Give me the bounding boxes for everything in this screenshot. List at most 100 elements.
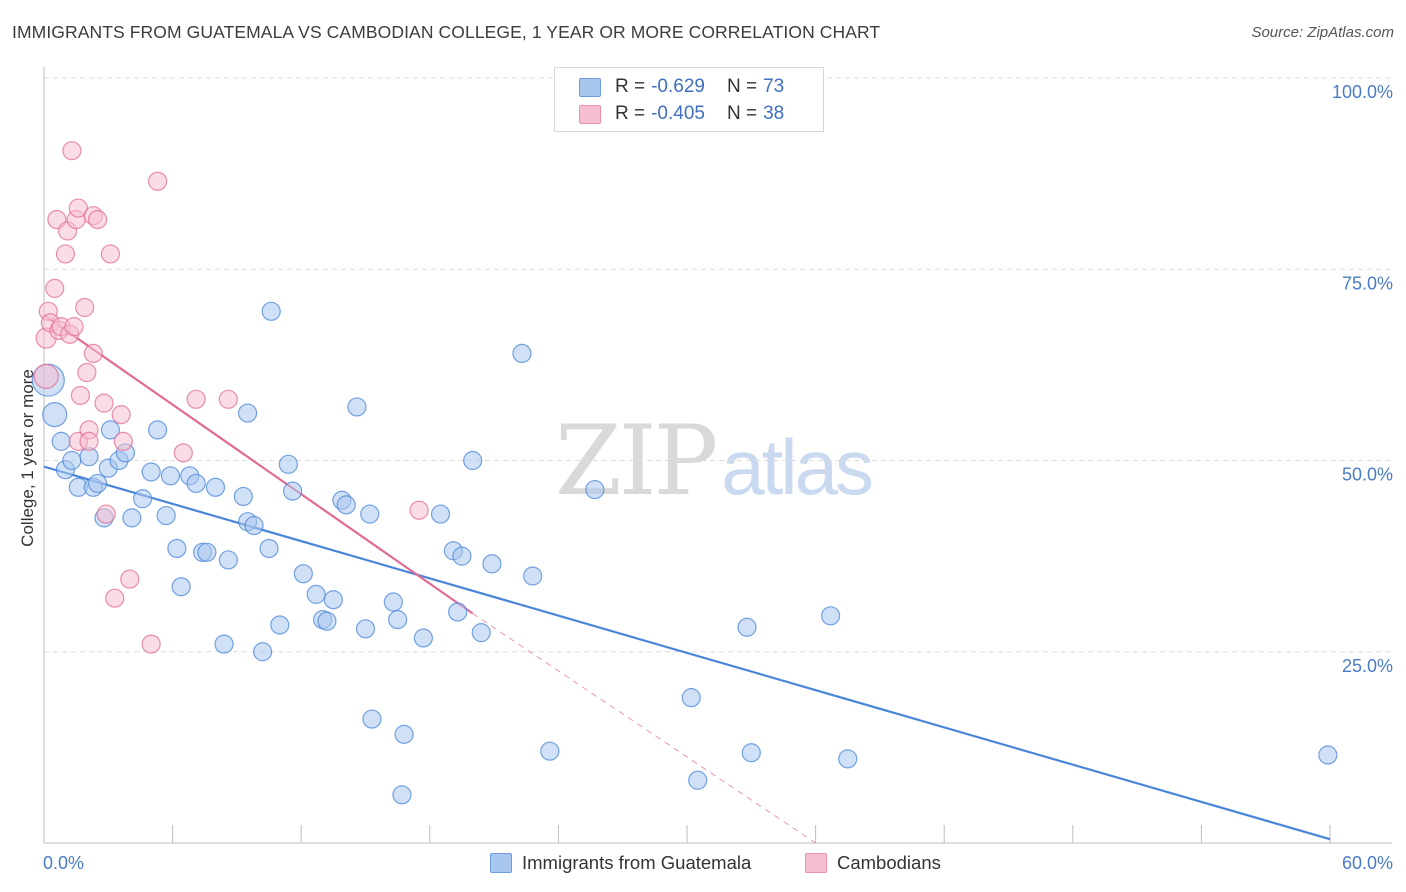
data-point <box>585 479 605 500</box>
data-point <box>171 577 191 597</box>
data-point <box>688 770 708 790</box>
data-point <box>278 454 298 474</box>
data-point <box>218 550 238 570</box>
data-point <box>55 244 76 264</box>
data-point <box>737 617 757 637</box>
legend-row-cambodians: R = -0.405 N = 38 <box>579 102 806 126</box>
data-point <box>523 566 543 586</box>
x-tick-label: 0.0% <box>43 853 84 873</box>
data-point <box>512 343 532 363</box>
data-point <box>388 610 408 630</box>
data-point <box>214 634 234 654</box>
data-point <box>160 466 181 486</box>
data-point <box>430 504 451 524</box>
legend-n-value: 73 <box>763 76 785 97</box>
data-point <box>540 741 560 761</box>
data-points <box>31 141 1338 805</box>
tick-labels: 25.0% 50.0% 75.0% 100.0% 0.0% 60.0% <box>43 82 1393 873</box>
data-point <box>64 317 84 337</box>
data-point <box>100 244 121 264</box>
data-point <box>409 500 429 520</box>
data-point <box>347 397 367 417</box>
trend-line-guatemala <box>43 465 1331 841</box>
watermark: ZIPatlas <box>555 405 874 517</box>
legend-r-label: R = <box>615 103 646 124</box>
legend-swatch-cambodians <box>805 853 827 873</box>
data-point <box>186 473 206 494</box>
legend-n-label: N = <box>726 103 758 124</box>
data-point <box>33 363 59 389</box>
watermark-atlas: atlas <box>721 423 874 511</box>
data-point <box>1318 745 1338 765</box>
data-point <box>360 504 380 524</box>
data-point <box>205 477 226 497</box>
data-point <box>111 405 131 425</box>
legend-n-label: N = <box>726 76 758 97</box>
data-point <box>238 403 258 423</box>
data-point <box>156 505 176 526</box>
correlation-legend: R = -0.629 N = 73 R = -0.405 N = 38 <box>554 67 824 132</box>
legend-r-label: R = <box>615 76 646 97</box>
data-point <box>147 420 168 440</box>
data-point <box>452 546 472 566</box>
data-point <box>233 486 253 507</box>
data-point <box>120 569 140 589</box>
data-point <box>413 628 433 648</box>
data-point <box>741 743 761 763</box>
data-point <box>94 393 114 413</box>
legend-swatch-guatemala <box>579 77 601 97</box>
data-point <box>113 431 133 451</box>
data-point <box>79 431 99 451</box>
legend-row-guatemala: R = -0.629 N = 73 <box>579 75 806 99</box>
data-point <box>317 611 337 631</box>
data-point <box>253 642 273 662</box>
legend-label-guatemala: Immigrants from Guatemala <box>522 852 752 873</box>
data-point <box>70 385 91 406</box>
legend-swatch-guatemala <box>490 853 512 873</box>
y-tick-label: 50.0% <box>1342 465 1393 485</box>
data-point <box>821 606 841 626</box>
data-point <box>186 389 206 409</box>
data-point <box>197 542 217 562</box>
data-point <box>261 301 281 321</box>
chart-title: IMMIGRANTS FROM GUATEMALA VS CAMBODIAN C… <box>12 22 881 42</box>
data-point <box>42 402 68 428</box>
data-point <box>482 554 502 574</box>
y-tick-label: 75.0% <box>1342 273 1393 293</box>
series-guatemala <box>31 301 1338 805</box>
legend-r-value: -0.629 <box>651 76 705 97</box>
data-point <box>173 443 193 463</box>
data-point <box>75 297 95 318</box>
legend-r-value: -0.405 <box>651 103 705 124</box>
data-point <box>132 489 153 509</box>
source-label: Source: ZipAtlas.com <box>1251 24 1394 41</box>
data-point <box>270 615 290 635</box>
data-point <box>100 420 121 440</box>
data-point <box>448 602 468 622</box>
axes <box>43 67 1392 844</box>
data-point <box>323 590 343 610</box>
data-point <box>122 508 142 528</box>
data-point <box>51 431 71 451</box>
y-tick-label: 25.0% <box>1342 656 1393 676</box>
legend-item-cambodians[interactable]: Cambodians <box>805 852 941 874</box>
series-cambodians <box>33 141 429 654</box>
data-point <box>306 584 326 604</box>
data-point <box>141 462 161 482</box>
trend-line-cambodians-extension <box>472 613 816 844</box>
data-point <box>87 209 108 230</box>
data-point <box>681 688 701 708</box>
legend-item-guatemala[interactable]: Immigrants from Guatemala <box>490 852 751 874</box>
watermark-zip: ZIP <box>555 405 718 517</box>
legend-n-value: 38 <box>763 103 785 124</box>
data-point <box>167 538 187 559</box>
data-point <box>293 564 313 584</box>
data-point <box>147 171 168 191</box>
trend-lines <box>43 314 1331 844</box>
data-point <box>463 450 483 471</box>
data-point <box>218 389 238 409</box>
data-point <box>62 450 82 471</box>
data-point <box>283 481 303 501</box>
x-tick-label: 60.0% <box>1342 853 1393 873</box>
